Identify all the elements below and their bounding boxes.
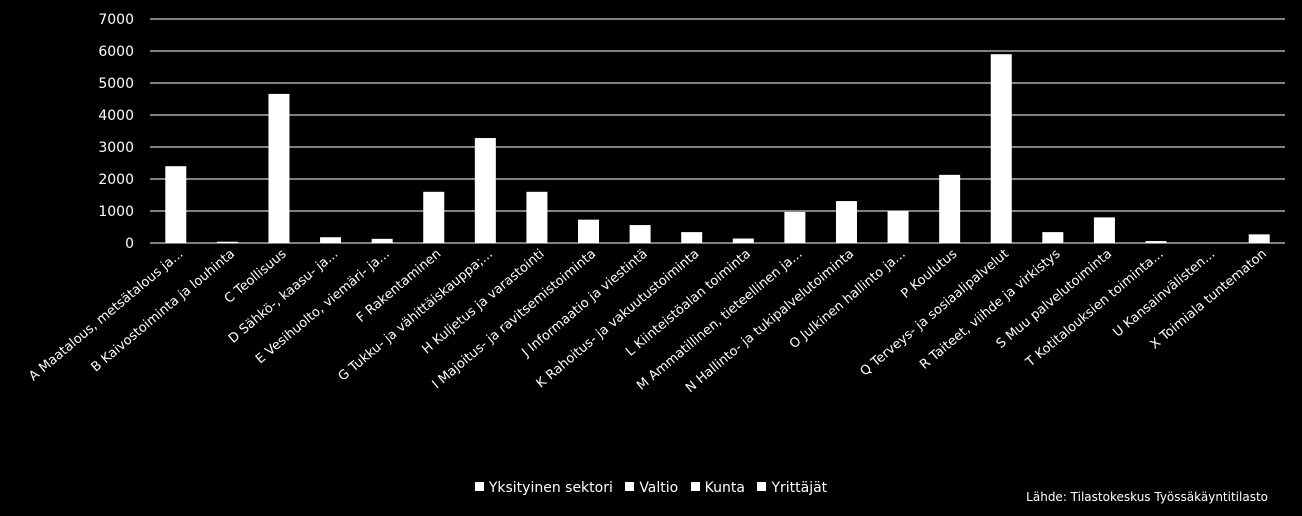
legend-label: Yksityinen sektori	[488, 480, 613, 496]
legend: Yksityinen sektori Valtio Kunta Yrittäjä…	[0, 480, 1302, 496]
y-tick-label: 4000	[98, 108, 134, 124]
legend-item-valtio: Valtio	[625, 480, 678, 496]
source-note: Lähde: Tilastokeskus Työssäkäyntitilasto	[1026, 490, 1268, 504]
legend-item-yksityinen: Yksityinen sektori	[474, 480, 613, 496]
bar	[681, 232, 703, 243]
bar	[526, 191, 548, 243]
y-tick-label: 6000	[98, 44, 134, 60]
legend-swatch	[474, 482, 484, 491]
y-tick-label: 3000	[98, 140, 134, 156]
bar	[629, 225, 651, 243]
bar	[887, 211, 909, 243]
y-tick-label: 5000	[98, 76, 134, 92]
bar	[835, 201, 857, 243]
bar	[320, 237, 342, 243]
bar	[371, 238, 393, 243]
legend-label: Kunta	[704, 480, 745, 496]
legend-label: Yrittäjät	[771, 480, 828, 496]
y-tick-label: 0	[125, 236, 134, 252]
legend-swatch	[690, 482, 700, 491]
y-tick-label: 1000	[98, 204, 134, 220]
legend-item-kunta: Kunta	[690, 480, 745, 496]
bar	[1248, 234, 1270, 243]
y-tick-label: 7000	[98, 12, 134, 28]
bar	[216, 241, 238, 243]
bar	[939, 174, 961, 243]
bar	[1042, 232, 1064, 243]
bar	[784, 211, 806, 243]
bar	[1145, 241, 1167, 243]
legend-swatch	[625, 482, 635, 491]
bar	[268, 93, 290, 243]
legend-swatch	[757, 482, 767, 491]
legend-item-yrittajat: Yrittäjät	[757, 480, 827, 496]
legend-label: Valtio	[639, 480, 679, 496]
bar	[165, 166, 187, 243]
bar	[423, 191, 445, 243]
bar	[1093, 217, 1115, 243]
bar	[578, 219, 600, 243]
bar	[474, 138, 496, 243]
bar	[732, 238, 754, 243]
y-tick-label: 2000	[98, 172, 134, 188]
bar	[990, 54, 1012, 244]
